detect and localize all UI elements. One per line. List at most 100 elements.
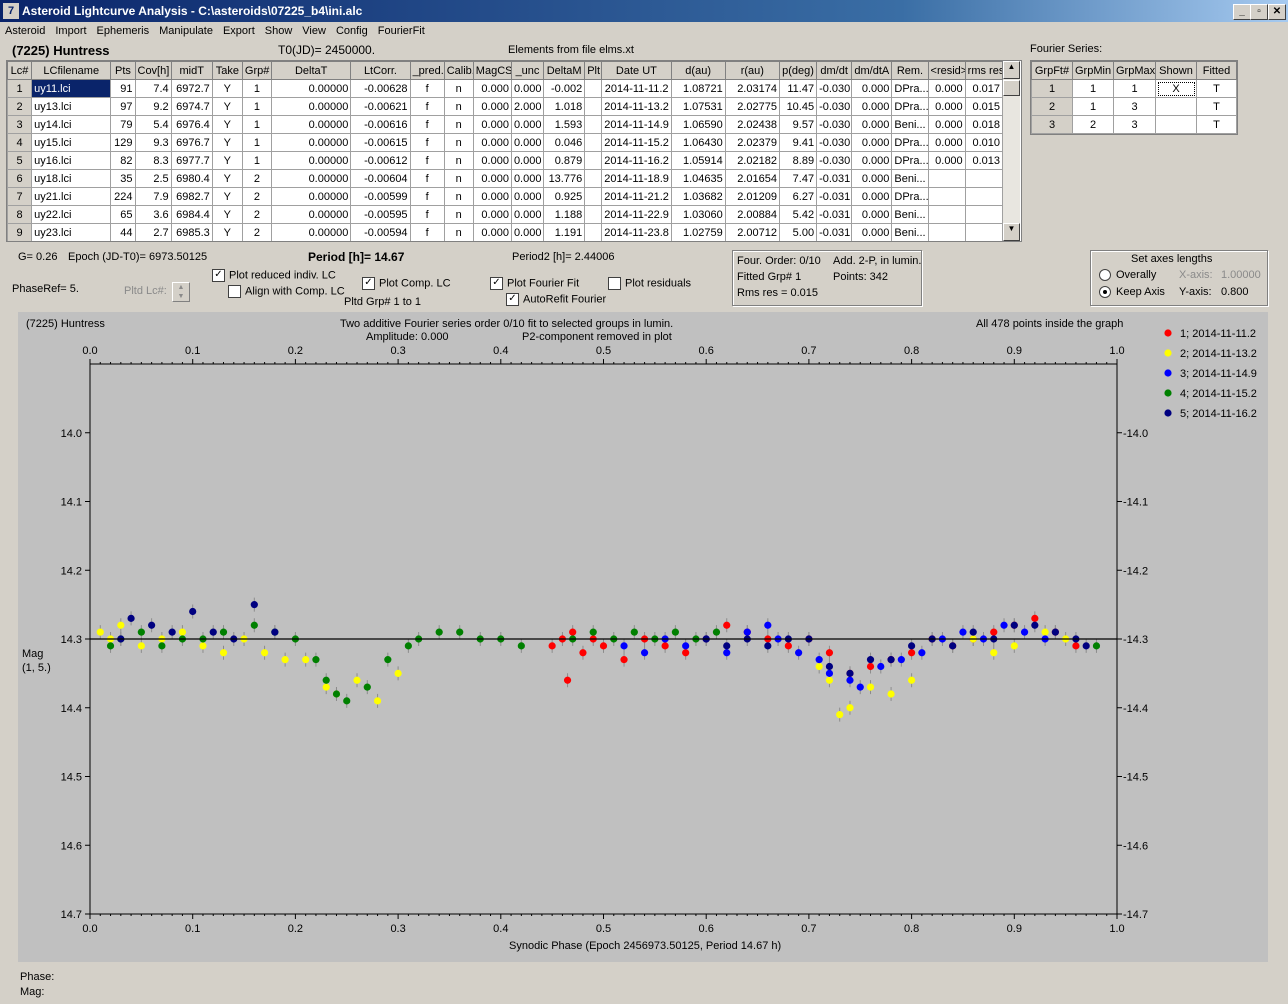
table-cell[interactable]: 0.000 (851, 187, 893, 206)
row-header[interactable]: 1 (7, 79, 33, 98)
table-cell[interactable]: Y (211, 97, 243, 116)
table-cell[interactable] (927, 169, 966, 188)
row-header[interactable]: 9 (7, 223, 33, 241)
column-header[interactable]: Rem. (891, 61, 929, 80)
table-row[interactable]: 8 uy22.lci 65 3.6 6984.4 Y 2 0.00000 -0.00595 f n 0… (7, 205, 1004, 224)
table-cell[interactable]: 6980.4 (170, 169, 213, 188)
table-cell[interactable]: 2014-11-11.2 (601, 79, 672, 98)
table-cell[interactable]: 8.89 (778, 151, 818, 170)
table-cell[interactable]: 1.03682 (670, 187, 726, 206)
table-cell[interactable]: 1 (241, 133, 273, 152)
table-cell[interactable]: 0.00000 (271, 169, 352, 188)
table-cell[interactable]: 79 (110, 115, 136, 134)
column-header[interactable]: dm/dtA (851, 61, 893, 80)
table-cell[interactable]: -0.00612 (350, 151, 411, 170)
table-cell[interactable]: 1 (241, 151, 273, 170)
table-cell[interactable]: 0.00000 (271, 151, 352, 170)
column-header[interactable]: Date UT (601, 61, 672, 80)
table-cell[interactable]: 9.3 (134, 133, 172, 152)
table-cell[interactable]: Y (211, 205, 243, 224)
table-cell[interactable]: Beni... (891, 205, 929, 224)
table-cell[interactable]: n (443, 133, 474, 152)
table-cell[interactable]: 2.02379 (724, 133, 780, 152)
table-cell[interactable]: 0.000 (510, 133, 545, 152)
table-cell[interactable]: 0.000 (851, 79, 893, 98)
yaxis-value[interactable]: 0.800 (1221, 286, 1249, 298)
table-cell[interactable]: 0.000 (851, 97, 893, 116)
column-header[interactable]: <resid> (927, 61, 966, 80)
table-cell[interactable] (1155, 97, 1197, 116)
table-cell[interactable]: 0.000 (510, 169, 545, 188)
table-cell[interactable] (964, 187, 1004, 206)
table-cell[interactable]: f (409, 169, 445, 188)
menu-config[interactable]: Config (335, 25, 368, 37)
table-cell[interactable]: 8.3 (134, 151, 172, 170)
table-cell[interactable]: 1.04635 (670, 169, 726, 188)
table-cell[interactable]: 1.191 (543, 223, 586, 241)
plot-svg[interactable]: 0.0 0.0 0.1 0.1 0.2 0.2 0.3 0.3 0.4 0.4 0.5 0.5 0.6 0… (18, 312, 1268, 962)
table-cell[interactable]: 7.4 (134, 79, 172, 98)
table-cell[interactable]: -0.00594 (350, 223, 411, 241)
table-cell[interactable]: -0.00628 (350, 79, 411, 98)
table-cell[interactable]: 0.000 (472, 133, 512, 152)
table-cell[interactable]: 129 (110, 133, 136, 152)
close-button[interactable]: ✕ (1268, 4, 1286, 20)
table-cell[interactable]: -0.030 (816, 97, 853, 116)
table-cell[interactable]: 0.000 (927, 115, 966, 134)
table-cell[interactable]: 3 (1113, 97, 1156, 116)
table-cell[interactable]: 0.000 (472, 169, 512, 188)
table-cell[interactable]: 6974.7 (170, 97, 213, 116)
table-cell[interactable]: DPra... (891, 151, 929, 170)
table-cell[interactable]: 0.017 (964, 79, 1004, 98)
table-cell[interactable]: 1 (241, 97, 273, 116)
table-cell[interactable] (927, 223, 966, 241)
column-header[interactable]: rms res (964, 61, 1004, 80)
table-cell[interactable]: 2.00712 (724, 223, 780, 241)
row-header[interactable]: 5 (7, 151, 33, 170)
table-cell[interactable]: 2.00884 (724, 205, 780, 224)
table-cell[interactable]: n (443, 205, 474, 224)
table-row[interactable]: 4 uy15.lci 129 9.3 6976.7 Y 1 0.00000 -0.00615 f n… (7, 133, 1004, 152)
plot-fourier-checkbox[interactable]: ✓ Plot Fourier Fit (490, 277, 579, 290)
column-header[interactable]: midT (170, 61, 213, 80)
table-cell[interactable]: uy13.lci (31, 97, 112, 116)
table-cell[interactable] (584, 223, 603, 241)
table-cell[interactable]: 6976.4 (170, 115, 213, 134)
table-cell[interactable]: 1.05914 (670, 151, 726, 170)
table-cell[interactable]: 0.018 (964, 115, 1004, 134)
table-cell[interactable]: 6976.7 (170, 133, 213, 152)
table-cell[interactable]: 0.000 (851, 133, 893, 152)
scroll-thumb[interactable] (1003, 80, 1020, 96)
table-cell[interactable]: Y (211, 115, 243, 134)
table-cell[interactable]: -0.030 (816, 79, 853, 98)
table-cell[interactable]: 2.7 (134, 223, 172, 241)
table-cell[interactable]: 2 (241, 223, 273, 241)
table-cell[interactable] (927, 187, 966, 206)
table-cell[interactable]: 0.00000 (271, 79, 352, 98)
table-cell[interactable]: f (409, 187, 445, 206)
table-cell[interactable]: 0.00000 (271, 133, 352, 152)
table-cell[interactable]: n (443, 187, 474, 206)
table-cell[interactable]: 0.000 (472, 151, 512, 170)
xaxis-value[interactable]: 1.00000 (1221, 269, 1261, 281)
table-cell[interactable]: 0.015 (964, 97, 1004, 116)
table-cell[interactable]: f (409, 97, 445, 116)
table-cell[interactable]: 6972.7 (170, 79, 213, 98)
table-cell[interactable]: 3.6 (134, 205, 172, 224)
table-cell[interactable]: 1.593 (543, 115, 586, 134)
row-header[interactable]: 2 (7, 97, 33, 116)
menu-import[interactable]: Import (55, 25, 87, 37)
table-cell[interactable]: 97 (110, 97, 136, 116)
table-cell[interactable]: uy18.lci (31, 169, 112, 188)
table-cell[interactable]: 1.06590 (670, 115, 726, 134)
column-header[interactable]: Pts (110, 61, 136, 80)
table-cell[interactable]: 0.00000 (271, 115, 352, 134)
column-header[interactable]: LCfilename (31, 61, 112, 80)
table-cell[interactable]: f (409, 133, 445, 152)
plot-reduced-checkbox[interactable]: ✓ Plot reduced indiv. LC (212, 269, 336, 282)
column-header[interactable]: Cov[h] (134, 61, 172, 80)
overally-radio[interactable]: Overally (1099, 269, 1156, 282)
table-cell[interactable]: 2.01654 (724, 169, 780, 188)
table-cell[interactable]: 0.00000 (271, 187, 352, 206)
